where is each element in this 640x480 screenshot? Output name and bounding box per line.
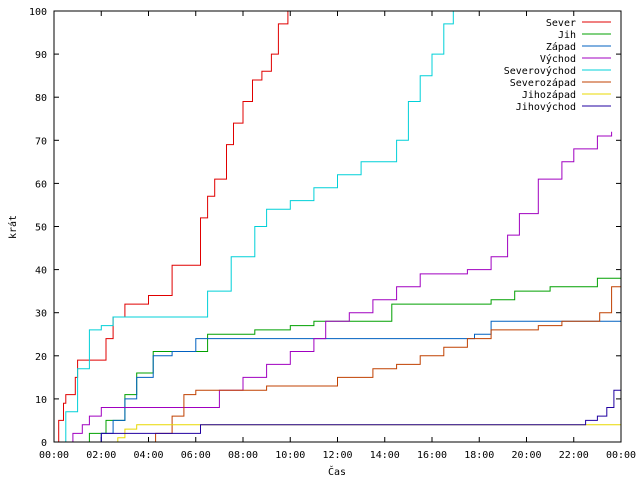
legend-label: Východ <box>540 53 576 65</box>
x-tick-label: 16:00 <box>417 450 447 461</box>
x-tick-label: 20:00 <box>511 450 541 461</box>
x-tick-label: 14:00 <box>370 450 400 461</box>
y-tick-label: 100 <box>29 7 47 18</box>
y-tick-label: 0 <box>41 438 47 449</box>
x-axis-label: Čas <box>328 465 346 478</box>
legend-label: Sever <box>546 18 576 29</box>
x-tick-label: 10:00 <box>275 450 305 461</box>
legend-label: Severozápad <box>510 77 576 89</box>
series-line-8 <box>54 381 622 443</box>
y-tick-label: 20 <box>35 352 47 363</box>
x-tick-label: 00:00 <box>606 450 636 461</box>
legend-label: Jihovýchod <box>516 101 576 113</box>
legend-label: Jih <box>558 30 576 41</box>
series-line-2 <box>54 277 621 443</box>
series-line-6 <box>54 286 621 443</box>
y-tick-label: 60 <box>35 179 47 190</box>
series-line-1 <box>54 11 289 443</box>
legend-label: Jihozápad <box>522 89 576 101</box>
x-tick-label: 04:00 <box>133 450 163 461</box>
x-tick-label: 02:00 <box>86 450 116 461</box>
y-axis-label: krát <box>7 215 19 239</box>
legend-label: Západ <box>546 41 576 53</box>
x-tick-label: 12:00 <box>322 450 352 461</box>
x-tick-label: 06:00 <box>181 450 211 461</box>
y-tick-label: 90 <box>35 50 47 61</box>
y-tick-label: 80 <box>35 93 47 104</box>
plot-frame <box>53 10 622 443</box>
legend: SeverJihZápadVýchodSeverovýchodSeverozáp… <box>504 18 611 113</box>
x-tick-label: 18:00 <box>464 450 494 461</box>
series-line-4 <box>54 131 613 443</box>
y-tick-label: 10 <box>35 395 47 406</box>
x-tick-label: 22:00 <box>559 450 589 461</box>
y-tick-label: 70 <box>35 136 47 147</box>
series-line-5 <box>54 11 454 443</box>
x-tick-label: 08:00 <box>228 450 258 461</box>
x-tick-label: 00:00 <box>39 450 69 461</box>
series-line-3 <box>54 320 621 443</box>
legend-label: Severovýchod <box>504 65 576 77</box>
y-tick-label: 40 <box>35 266 47 277</box>
y-tick-label: 50 <box>35 223 47 234</box>
y-tick-label: 30 <box>35 309 47 320</box>
